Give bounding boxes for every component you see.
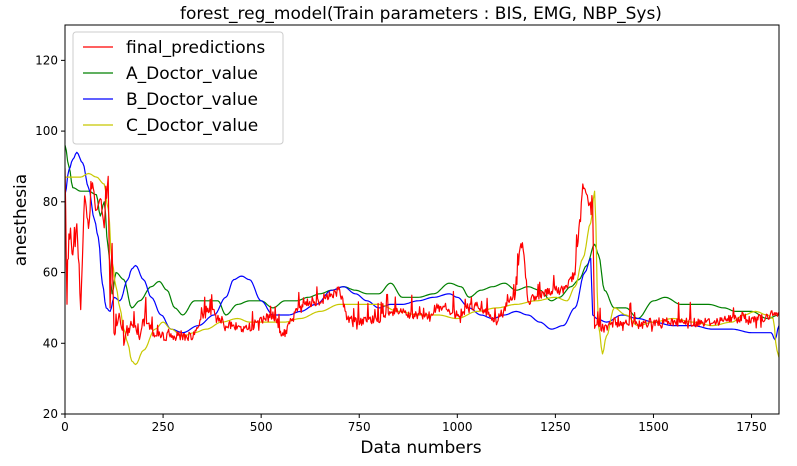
y-tick-label: 60	[43, 266, 58, 280]
legend: final_predictions A_Doctor_value B_Doctor_…	[72, 31, 284, 145]
chart-title: forest_reg_model(Train parameters : BIS,…	[180, 4, 662, 24]
x-tick-label: 1000	[442, 420, 473, 434]
x-tick-label: 500	[250, 420, 273, 434]
series-line-b-doctor-value	[65, 151, 779, 341]
plot-frame	[64, 24, 780, 415]
axes-layer: 0 250 500 750 1000 1250 1500 1750 20 40 60 80 100 120	[35, 53, 767, 434]
y-tick-label: 20	[43, 407, 58, 421]
legend-label: final_predictions	[126, 38, 265, 58]
y-tick-label: 120	[35, 53, 58, 67]
y-tick-label: 40	[43, 336, 58, 350]
y-axis-label: anesthesia	[11, 174, 31, 266]
x-axis-label: Data numbers	[360, 438, 481, 458]
x-tick-label: 0	[61, 420, 69, 434]
x-tick-label: 1500	[638, 420, 669, 434]
x-tick-label: 250	[152, 420, 175, 434]
x-tick-label: 1250	[540, 420, 571, 434]
legend-label: B_Doctor_value	[126, 90, 258, 110]
series-line-final-predictions	[65, 168, 779, 346]
x-tick-label: 750	[348, 420, 371, 434]
legend-label: A_Doctor_value	[126, 64, 258, 84]
series-line-a-doctor-value	[65, 145, 779, 320]
x-tick-label: 1750	[736, 420, 767, 434]
series-layer	[65, 145, 779, 366]
legend-box	[72, 31, 284, 145]
y-tick-label: 100	[35, 124, 58, 138]
legend-label: C_Doctor_value	[126, 116, 258, 136]
y-tick-label: 80	[43, 195, 58, 209]
